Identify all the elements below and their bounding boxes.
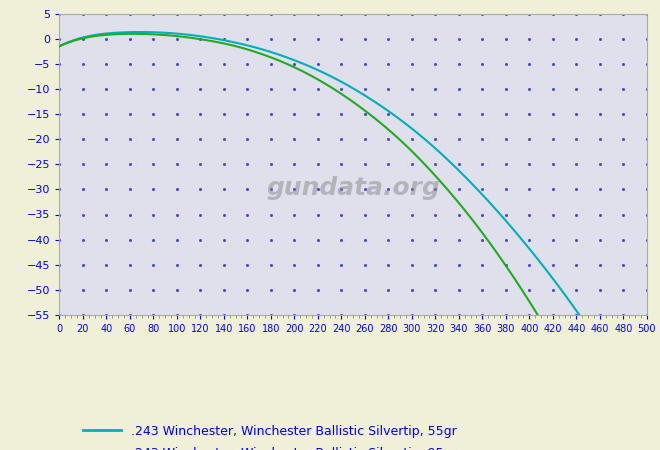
Text: gundata.org: gundata.org bbox=[266, 176, 440, 200]
Legend: .243 Winchester, Winchester Ballistic Silvertip, 55gr, .243 Winchester, Winchest: .243 Winchester, Winchester Ballistic Si… bbox=[83, 425, 457, 450]
